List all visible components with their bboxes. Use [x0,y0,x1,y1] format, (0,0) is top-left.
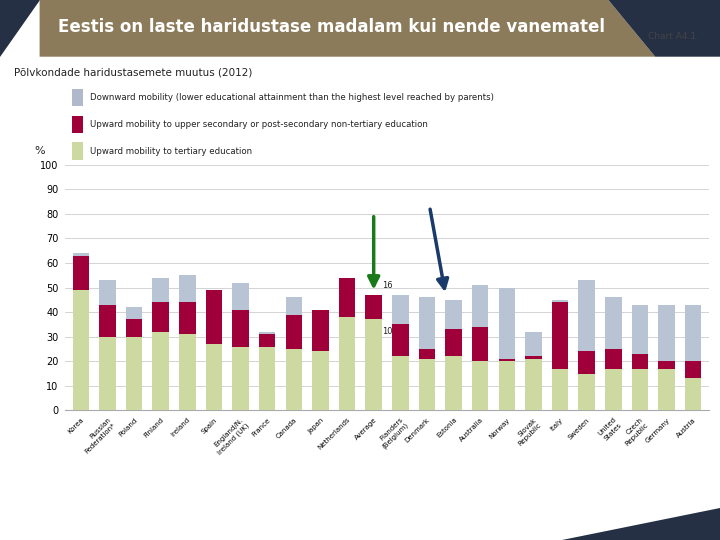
Bar [126,320,143,337]
Bar [73,255,89,290]
Bar [179,334,196,410]
Bar [286,349,302,410]
Bar [658,369,675,410]
Bar [153,332,169,410]
Bar [631,369,648,410]
Bar [339,317,355,410]
Bar [366,295,382,410]
Bar [126,307,143,410]
Bar [578,352,595,374]
Bar [286,298,302,410]
Bar [179,302,196,334]
Polygon shape [40,0,655,57]
Text: Chart A4.1.: Chart A4.1. [648,32,698,42]
Bar [366,320,382,410]
Bar [99,305,116,337]
Bar [312,309,329,352]
Bar [339,278,355,317]
Bar [126,337,143,410]
Bar [392,356,408,410]
Bar [525,356,541,359]
Bar [312,309,329,410]
Bar [552,369,568,410]
Bar [445,356,462,410]
Bar [206,290,222,344]
Polygon shape [0,0,40,57]
Bar [605,298,621,410]
Bar [366,295,382,320]
Bar [392,325,408,356]
Text: %: % [34,146,45,156]
Text: Upward mobility to upper secondary or post-secondary non-tertiary education: Upward mobility to upper secondary or po… [90,120,428,129]
Bar [445,300,462,410]
Bar [73,290,89,410]
Bar [685,305,701,410]
Bar [286,315,302,349]
Bar [99,337,116,410]
Bar [578,374,595,410]
Bar [153,302,169,332]
Text: 10: 10 [382,327,392,336]
Bar [339,278,355,410]
Bar [685,361,701,379]
Bar [206,344,222,410]
Bar [206,290,222,410]
Bar [72,143,84,160]
Text: Upward mobility to tertiary education: Upward mobility to tertiary education [90,146,252,156]
Bar [605,369,621,410]
Polygon shape [608,0,720,57]
Bar [153,278,169,410]
Bar [658,305,675,410]
Bar [392,295,408,410]
Bar [419,359,435,410]
Bar [498,359,515,361]
Bar [631,305,648,410]
Text: Downward mobility (lower educational attainment than the highest level reached b: Downward mobility (lower educational att… [90,93,494,102]
Text: Põlvkondade haridustasemete muutus (2012): Põlvkondade haridustasemete muutus (2012… [14,68,253,78]
Bar [525,359,541,410]
Bar [233,347,249,410]
Bar [259,332,276,410]
Bar [233,282,249,410]
Bar [578,280,595,410]
Bar [312,352,329,410]
Bar [472,327,488,361]
Bar [498,361,515,410]
Bar [72,89,84,106]
Bar [525,332,541,410]
Bar [658,361,675,369]
Bar [179,275,196,410]
Bar [419,349,435,359]
Bar [445,329,462,356]
Bar [552,302,568,369]
Bar [552,300,568,410]
Polygon shape [562,508,720,540]
Bar [73,253,89,410]
Bar [419,298,435,410]
Bar [99,280,116,410]
Bar [233,309,249,347]
Bar [259,334,276,347]
Text: Eestis on laste haridustase madalam kui nende vanematel: Eestis on laste haridustase madalam kui … [58,18,605,36]
Bar [685,379,701,410]
Bar [259,347,276,410]
Bar [472,361,488,410]
Bar [605,349,621,369]
Text: 16: 16 [382,281,392,290]
Bar [631,354,648,369]
Bar [472,285,488,410]
Bar [498,287,515,410]
Bar [72,116,84,133]
